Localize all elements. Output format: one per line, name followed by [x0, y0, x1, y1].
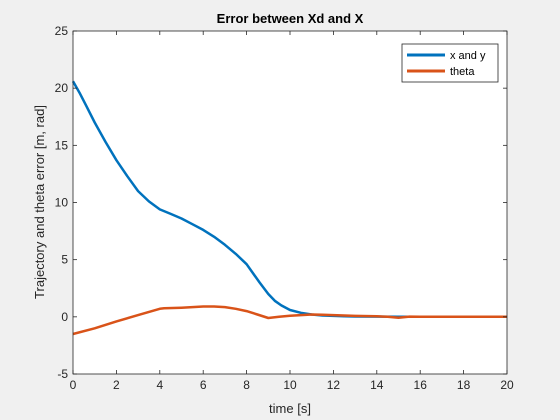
y-tick-label: 15 [55, 138, 69, 152]
x-tick-label: 14 [370, 378, 384, 392]
y-tick-label: 5 [61, 253, 68, 267]
x-tick-label: 12 [327, 378, 341, 392]
x-tick-label: 2 [113, 378, 120, 392]
x-tick-label: 6 [200, 378, 207, 392]
x-tick-label: 4 [156, 378, 163, 392]
series-layer [71, 80, 507, 336]
x-tick-label: 16 [414, 378, 428, 392]
series-line-theta [72, 305, 507, 336]
x-tick-label: 20 [500, 378, 514, 392]
y-tick-label: -5 [57, 367, 68, 381]
x-tick-label: 8 [243, 378, 250, 392]
y-tick-label: 10 [55, 196, 69, 210]
legend: x and y theta [401, 43, 499, 83]
y-tick-label: 20 [55, 81, 69, 95]
legend-label-x-and-y: x and y [450, 50, 486, 62]
chart-title: Error between Xd and X [217, 11, 364, 26]
y-tick-label: 25 [55, 24, 69, 38]
legend-label-theta: theta [450, 66, 475, 78]
y-axis-label: Trajectory and theta error [m, rad] [32, 105, 47, 299]
plot-area [73, 31, 507, 374]
x-tick-label: 10 [283, 378, 297, 392]
x-axis-label: time [s] [269, 401, 311, 416]
x-tick-label: 0 [70, 378, 77, 392]
x-tick-label: 18 [457, 378, 471, 392]
y-tick-label: 0 [61, 310, 68, 324]
legend-box [401, 43, 499, 83]
